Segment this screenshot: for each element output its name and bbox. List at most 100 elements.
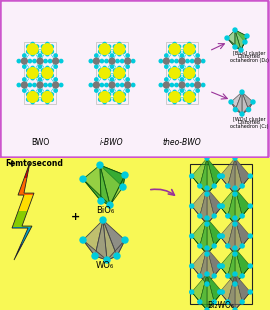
Bar <box>8 179 38 195</box>
Polygon shape <box>192 292 207 310</box>
Polygon shape <box>235 158 250 186</box>
Polygon shape <box>200 158 207 194</box>
Circle shape <box>240 214 244 218</box>
Polygon shape <box>220 188 235 216</box>
Circle shape <box>122 237 128 243</box>
Polygon shape <box>235 292 250 310</box>
Circle shape <box>126 89 129 92</box>
Polygon shape <box>83 179 110 205</box>
Polygon shape <box>192 176 207 194</box>
Polygon shape <box>83 165 101 201</box>
Circle shape <box>54 78 57 81</box>
Circle shape <box>54 65 57 68</box>
Circle shape <box>107 93 111 96</box>
Circle shape <box>120 83 124 87</box>
Circle shape <box>31 42 34 46</box>
Circle shape <box>93 82 99 88</box>
Circle shape <box>21 82 27 88</box>
Circle shape <box>173 100 176 104</box>
Circle shape <box>192 45 195 48</box>
Polygon shape <box>235 92 242 114</box>
Polygon shape <box>220 274 235 302</box>
Circle shape <box>225 36 229 40</box>
Circle shape <box>233 272 237 276</box>
Circle shape <box>99 68 110 78</box>
Polygon shape <box>192 274 207 302</box>
Circle shape <box>126 54 129 57</box>
Circle shape <box>169 44 180 55</box>
Circle shape <box>46 42 49 46</box>
Circle shape <box>80 237 86 243</box>
Circle shape <box>38 89 42 92</box>
Circle shape <box>23 54 26 57</box>
Circle shape <box>100 83 103 87</box>
Circle shape <box>92 253 98 259</box>
Circle shape <box>205 246 209 250</box>
Circle shape <box>114 68 125 78</box>
Bar <box>24 42 56 104</box>
Circle shape <box>248 174 252 178</box>
Circle shape <box>122 93 125 96</box>
Circle shape <box>205 308 209 310</box>
Polygon shape <box>207 266 222 284</box>
Circle shape <box>80 176 86 182</box>
Circle shape <box>196 78 199 81</box>
Polygon shape <box>207 236 222 254</box>
Circle shape <box>248 234 252 238</box>
Circle shape <box>183 74 187 77</box>
Circle shape <box>165 89 168 92</box>
Circle shape <box>31 100 34 104</box>
Bar <box>190 164 252 304</box>
Circle shape <box>53 82 59 88</box>
Circle shape <box>163 58 169 64</box>
Circle shape <box>33 83 36 87</box>
Circle shape <box>188 42 191 46</box>
Circle shape <box>240 274 244 278</box>
Circle shape <box>183 93 187 96</box>
Circle shape <box>118 77 121 80</box>
Circle shape <box>31 66 34 70</box>
Circle shape <box>122 45 125 48</box>
Polygon shape <box>235 30 247 50</box>
Polygon shape <box>192 158 207 186</box>
Circle shape <box>42 44 53 55</box>
Circle shape <box>44 83 47 87</box>
Circle shape <box>177 69 181 72</box>
Text: Distorted: Distorted <box>238 54 261 59</box>
Polygon shape <box>235 274 242 310</box>
Circle shape <box>195 58 201 64</box>
Circle shape <box>99 98 102 101</box>
Circle shape <box>168 93 172 96</box>
Polygon shape <box>220 248 235 276</box>
Circle shape <box>35 74 39 77</box>
Circle shape <box>159 83 163 87</box>
Bar <box>8 211 38 228</box>
Bar <box>8 195 38 211</box>
Polygon shape <box>100 165 125 205</box>
Circle shape <box>97 162 103 168</box>
Circle shape <box>114 253 120 259</box>
Circle shape <box>53 58 59 64</box>
Polygon shape <box>95 220 107 260</box>
Circle shape <box>220 174 224 178</box>
Polygon shape <box>100 165 110 205</box>
Circle shape <box>35 69 39 72</box>
Circle shape <box>59 60 63 63</box>
Circle shape <box>173 52 176 56</box>
Polygon shape <box>207 176 222 194</box>
Circle shape <box>125 58 131 64</box>
Polygon shape <box>231 92 242 110</box>
Circle shape <box>243 40 247 44</box>
Circle shape <box>201 60 205 63</box>
Polygon shape <box>103 220 125 256</box>
Circle shape <box>107 74 111 77</box>
Text: BiO₆: BiO₆ <box>96 206 114 215</box>
Polygon shape <box>235 274 250 302</box>
Circle shape <box>113 69 117 72</box>
Circle shape <box>240 112 244 116</box>
Circle shape <box>233 192 237 196</box>
Circle shape <box>220 234 224 238</box>
Polygon shape <box>192 206 207 224</box>
Circle shape <box>205 282 209 286</box>
Circle shape <box>59 83 63 87</box>
